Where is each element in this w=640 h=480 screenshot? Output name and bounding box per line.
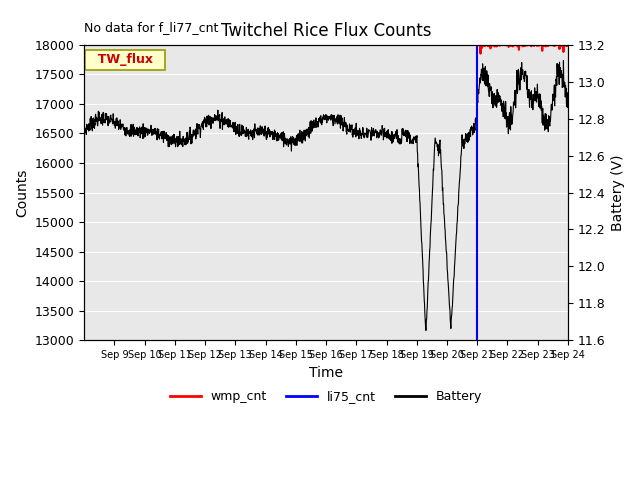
Y-axis label: Counts: Counts	[15, 168, 29, 216]
Title: Twitchel Rice Flux Counts: Twitchel Rice Flux Counts	[221, 22, 431, 40]
X-axis label: Time: Time	[309, 366, 343, 380]
Text: TW_flux: TW_flux	[89, 53, 162, 66]
Text: No data for f_li77_cnt: No data for f_li77_cnt	[84, 21, 218, 34]
Y-axis label: Battery (V): Battery (V)	[611, 154, 625, 231]
Legend: wmp_cnt, li75_cnt, Battery: wmp_cnt, li75_cnt, Battery	[164, 385, 488, 408]
